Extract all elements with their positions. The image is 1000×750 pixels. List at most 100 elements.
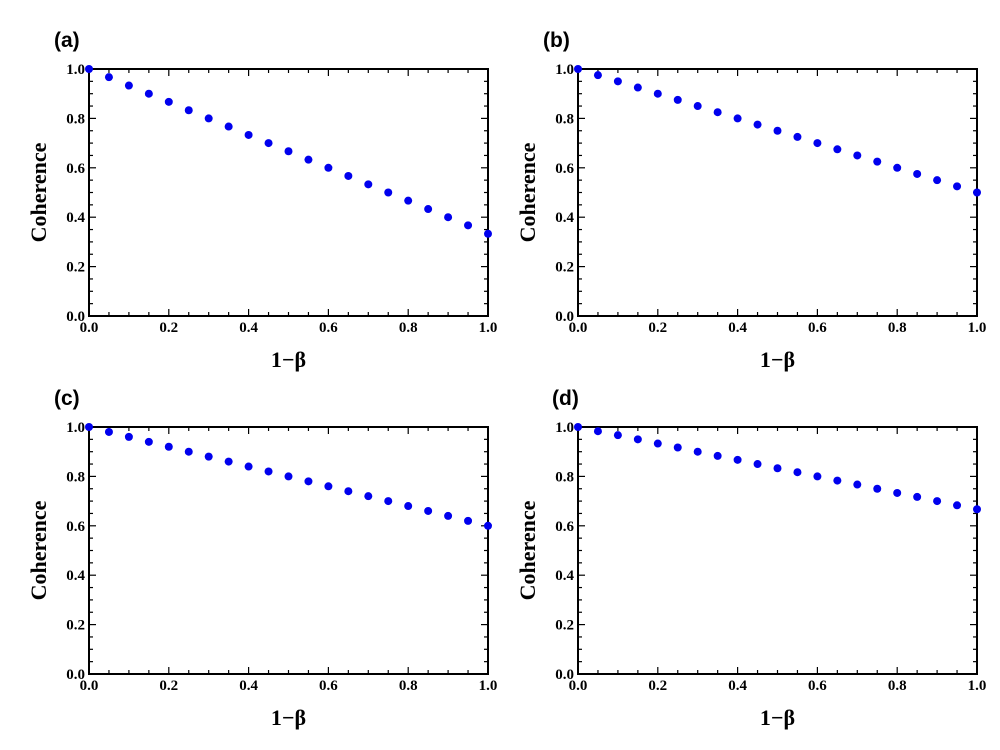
- data-point: [364, 492, 373, 501]
- data-point: [833, 476, 842, 485]
- data-point: [264, 467, 273, 476]
- data-point: [713, 451, 722, 460]
- data-point: [424, 205, 433, 214]
- y-tick-label: 1.0: [66, 420, 85, 436]
- data-point: [793, 132, 802, 141]
- data-point: [773, 464, 782, 473]
- data-point: [753, 120, 762, 129]
- y-tick-label: 0.2: [66, 260, 85, 276]
- data-point: [404, 502, 413, 511]
- data-point: [693, 447, 702, 456]
- y-tick-label: 0.0: [66, 309, 85, 325]
- x-axis-title: 1−β: [271, 347, 306, 372]
- data-point: [264, 139, 273, 148]
- data-point: [344, 487, 353, 496]
- data-point: [873, 157, 882, 166]
- y-tick-label: 0.0: [555, 309, 574, 325]
- y-tick-label: 0.4: [555, 210, 574, 226]
- data-point: [364, 180, 373, 189]
- y-tick-label: 1.0: [555, 62, 574, 78]
- x-tick-label: 1.0: [968, 320, 987, 336]
- y-tick-label: 0.2: [66, 618, 85, 634]
- data-point: [913, 169, 922, 178]
- x-tick-label: 0.6: [808, 320, 827, 336]
- data-point: [444, 213, 453, 222]
- data-point: [593, 71, 602, 80]
- x-tick-label: 0.4: [728, 320, 747, 336]
- panel-label-c: (c): [54, 387, 80, 410]
- x-tick-label: 0.6: [808, 678, 827, 694]
- data-point: [444, 511, 453, 520]
- data-point: [484, 521, 492, 530]
- y-tick-label: 0.4: [66, 210, 85, 226]
- panel-a: (a) 0.0 0.2 0.4 0.6 0.8 1.0 0.0 0.2 0.4 0.6 0.8 1.0…: [26, 29, 497, 372]
- x-tick-label: 0.4: [728, 678, 747, 694]
- x-tick-label: 0.2: [648, 678, 667, 694]
- x-tick-label: 0.2: [648, 320, 667, 336]
- data-point: [244, 462, 253, 471]
- data-point: [124, 81, 133, 90]
- x-tick-label: 1.0: [479, 678, 498, 694]
- x-axis-title: 1−β: [760, 705, 795, 730]
- data-point: [424, 506, 433, 515]
- y-axis-title: Coherence: [26, 500, 51, 600]
- y-tick-label: 0.8: [66, 469, 85, 485]
- data-point: [204, 114, 213, 123]
- data-point: [304, 155, 313, 164]
- x-tick-label: 0.2: [159, 678, 178, 694]
- y-tick-label: 0.8: [555, 111, 574, 127]
- data-point: [244, 130, 253, 139]
- panel-d: (d) 0.0 0.2 0.4 0.6 0.8 1.0 0.0 0.2 0.4 0.6 0.8 1.0…: [515, 387, 986, 730]
- y-tick-label: 0.2: [555, 260, 574, 276]
- data-point: [144, 437, 153, 446]
- y-tick-label: 0.6: [66, 161, 85, 177]
- y-tick-label: 1.0: [66, 62, 85, 78]
- data-point: [104, 427, 113, 436]
- x-axis-title: 1−β: [271, 705, 306, 730]
- data-point: [85, 423, 93, 431]
- y-tick-label: 1.0: [555, 420, 574, 436]
- data-point: [204, 452, 213, 461]
- data-point: [653, 439, 662, 448]
- data-point: [913, 492, 922, 501]
- plot-frame-a: [88, 68, 489, 317]
- data-point: [464, 516, 473, 525]
- x-tick-label: 0.0: [80, 320, 99, 336]
- data-point: [184, 106, 193, 115]
- data-point: [224, 122, 233, 131]
- x-tick-label: 0.2: [159, 320, 178, 336]
- data-point: [384, 188, 393, 197]
- data-point: [833, 145, 842, 154]
- data-point: [384, 497, 393, 506]
- data-point: [933, 176, 942, 185]
- x-tick-label: 0.8: [888, 320, 907, 336]
- data-point: [85, 65, 93, 73]
- panel-b: (b) 0.0 0.2 0.4 0.6 0.8 1.0 0.0 0.2 0.4 0.6 0.8 1.0…: [515, 29, 986, 372]
- data-point: [873, 484, 882, 493]
- data-point: [933, 497, 942, 506]
- data-point: [893, 163, 902, 172]
- data-point: [104, 73, 113, 82]
- data-point: [633, 435, 642, 444]
- data-point: [164, 442, 173, 451]
- data-point: [344, 171, 353, 180]
- y-tick-label: 0.6: [66, 519, 85, 535]
- data-point: [613, 77, 622, 86]
- panel-label-b: (b): [543, 29, 570, 52]
- y-axis-title: Coherence: [515, 500, 540, 600]
- data-point: [613, 431, 622, 440]
- data-point: [953, 182, 962, 191]
- data-point: [144, 89, 153, 98]
- x-tick-label: 0.0: [80, 678, 99, 694]
- data-point: [574, 423, 582, 431]
- y-tick-label: 0.0: [66, 667, 85, 683]
- x-tick-label: 0.8: [888, 678, 907, 694]
- data-point: [324, 163, 333, 172]
- data-point: [324, 482, 333, 491]
- x-tick-label: 0.6: [319, 678, 338, 694]
- x-axis-title: 1−β: [760, 347, 795, 372]
- data-point: [733, 114, 742, 123]
- data-point: [673, 95, 682, 104]
- x-tick-label: 1.0: [968, 678, 987, 694]
- data-point: [633, 83, 642, 92]
